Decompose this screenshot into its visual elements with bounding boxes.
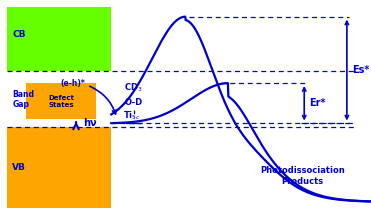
FancyArrowPatch shape: [90, 86, 116, 114]
Text: Defect
States: Defect States: [48, 95, 74, 108]
Text: O–D: O–D: [124, 98, 143, 107]
Text: (e-h)*: (e-h)*: [60, 79, 85, 88]
Bar: [7, 127, 111, 208]
Text: hν: hν: [83, 118, 96, 128]
Text: CD$_3$: CD$_3$: [124, 82, 143, 94]
Text: Band
Gap: Band Gap: [12, 90, 34, 109]
Text: Ti$_{5c}$: Ti$_{5c}$: [123, 110, 141, 122]
Text: CB: CB: [12, 30, 26, 39]
Text: Photodissociation
Products: Photodissociation Products: [260, 166, 345, 186]
Text: VB: VB: [12, 163, 26, 172]
Text: Er*: Er*: [309, 98, 325, 108]
Bar: [26, 83, 96, 119]
Text: Es*: Es*: [352, 65, 369, 75]
Bar: [7, 7, 111, 71]
